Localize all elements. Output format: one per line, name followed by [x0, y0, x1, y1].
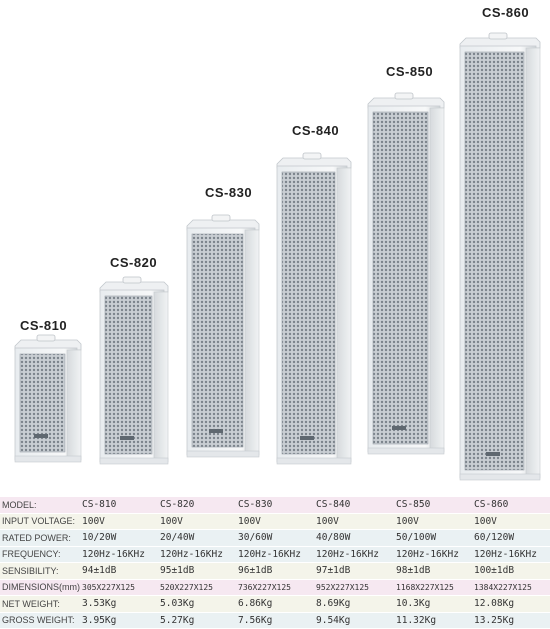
- spec-value: 98±1dB: [394, 563, 472, 579]
- model-row: MODEL: CS-810 CS-820 CS-830 CS-840 CS-850 CS-8…: [0, 497, 550, 513]
- spec-value: 3.95Kg: [80, 612, 158, 628]
- spec-value: 11.32Kg: [394, 612, 472, 628]
- model-label-cs-850: CS-850: [386, 64, 434, 79]
- spec-label: RATED POWER:: [0, 530, 80, 546]
- spec-value: 120Hz-16KHz: [472, 546, 550, 562]
- input-voltage-row: INPUT VOLTAGE: 100V 100V 100V 100V 100V 100V: [0, 513, 550, 529]
- spec-value: 5.27Kg: [158, 612, 236, 628]
- speaker-2: [99, 276, 169, 465]
- spec-value: 1168X227X125: [394, 579, 472, 595]
- spec-value: 3.53Kg: [80, 596, 158, 612]
- spec-label: DIMENSIONS(mm):: [0, 579, 80, 595]
- spec-label: FREQUENCY:: [0, 546, 80, 562]
- spec-value: 95±1dB: [158, 563, 236, 579]
- spec-value: CS-830: [236, 497, 314, 513]
- speaker-3: [186, 214, 260, 458]
- gross-weight-row: GROSS WEIGHT: 3.95Kg 5.27Kg 7.56Kg 9.54Kg 11.…: [0, 612, 550, 628]
- spec-value: CS-860: [472, 497, 550, 513]
- spec-value: 1384X227X125: [472, 579, 550, 595]
- spec-value: 40/80W: [314, 530, 394, 546]
- spec-value: 100±1dB: [472, 563, 550, 579]
- spec-value: 50/100W: [394, 530, 472, 546]
- speaker-5: [367, 92, 445, 455]
- model-label-cs-860: CS-860: [482, 5, 530, 20]
- spec-value: 120Hz-16KHz: [394, 546, 472, 562]
- model-label-cs-830: CS-830: [205, 185, 253, 200]
- product-lineup: CS-810 CS-820 CS-830 CS-840 CS-850 CS-86…: [14, 5, 541, 481]
- spec-value: CS-820: [158, 497, 236, 513]
- spec-value: 10.3Kg: [394, 596, 472, 612]
- spec-value: 60/120W: [472, 530, 550, 546]
- model-label-cs-840: CS-840: [292, 123, 340, 138]
- spec-value: 100V: [394, 513, 472, 529]
- rated-power-row: RATED POWER: 10/20W 20/40W 30/60W 40/80W 50/1…: [0, 530, 550, 546]
- spec-label: SENSIBILITY:: [0, 563, 80, 579]
- spec-value: 94±1dB: [80, 563, 158, 579]
- spec-value: 20/40W: [158, 530, 236, 546]
- dimensions-row: DIMENSIONS(mm): 305X227X125 520X227X125 736…: [0, 579, 550, 595]
- spec-value: 100V: [472, 513, 550, 529]
- spec-value: 120Hz-16KHz: [314, 546, 394, 562]
- model-label-cs-810: CS-810: [20, 318, 68, 333]
- spec-value: 520X227X125: [158, 579, 236, 595]
- spec-value: 9.54Kg: [314, 612, 394, 628]
- spec-value: 6.86Kg: [236, 596, 314, 612]
- spec-value: 736X227X125: [236, 579, 314, 595]
- speaker-4: [276, 152, 352, 465]
- spec-value: 952X227X125: [314, 579, 394, 595]
- spec-value: 100V: [314, 513, 394, 529]
- spec-label: GROSS WEIGHT:: [0, 612, 80, 628]
- spec-label: MODEL:: [0, 497, 80, 513]
- spec-value: 100V: [158, 513, 236, 529]
- model-label-cs-820: CS-820: [110, 255, 158, 270]
- spec-value: 100V: [236, 513, 314, 529]
- spec-value: 7.56Kg: [236, 612, 314, 628]
- spec-value: 13.25Kg: [472, 612, 550, 628]
- spec-value: 10/20W: [80, 530, 158, 546]
- sensibility-row: SENSIBILITY: 94±1dB 95±1dB 96±1dB 97±1dB 98±1…: [0, 563, 550, 579]
- spec-value: CS-850: [394, 497, 472, 513]
- speaker-graphics: [14, 32, 541, 481]
- spec-value: 12.08Kg: [472, 596, 550, 612]
- spec-table: MODEL: CS-810 CS-820 CS-830 CS-840 CS-850 CS-8…: [0, 496, 550, 629]
- spec-value: 120Hz-16KHz: [236, 546, 314, 562]
- speaker-6: [459, 32, 541, 481]
- spec-label: NET WEIGHT:: [0, 596, 80, 612]
- spec-value: 97±1dB: [314, 563, 394, 579]
- spec-value: CS-840: [314, 497, 394, 513]
- spec-value: 100V: [80, 513, 158, 529]
- spec-value: 8.69Kg: [314, 596, 394, 612]
- spec-value: 305X227X125: [80, 579, 158, 595]
- spec-value: 96±1dB: [236, 563, 314, 579]
- speaker-1: [14, 334, 82, 463]
- spec-value: 5.03Kg: [158, 596, 236, 612]
- frequency-row: FREQUENCY: 120Hz-16KHz 120Hz-16KHz 120Hz-16…: [0, 546, 550, 562]
- spec-value: 120Hz-16KHz: [80, 546, 158, 562]
- spec-value: 30/60W: [236, 530, 314, 546]
- spec-label: INPUT VOLTAGE:: [0, 513, 80, 529]
- spec-value: 120Hz-16KHz: [158, 546, 236, 562]
- spec-value: CS-810: [80, 497, 158, 513]
- net-weight-row: NET WEIGHT: 3.53Kg 5.03Kg 6.86Kg 8.69Kg 10.3K…: [0, 596, 550, 612]
